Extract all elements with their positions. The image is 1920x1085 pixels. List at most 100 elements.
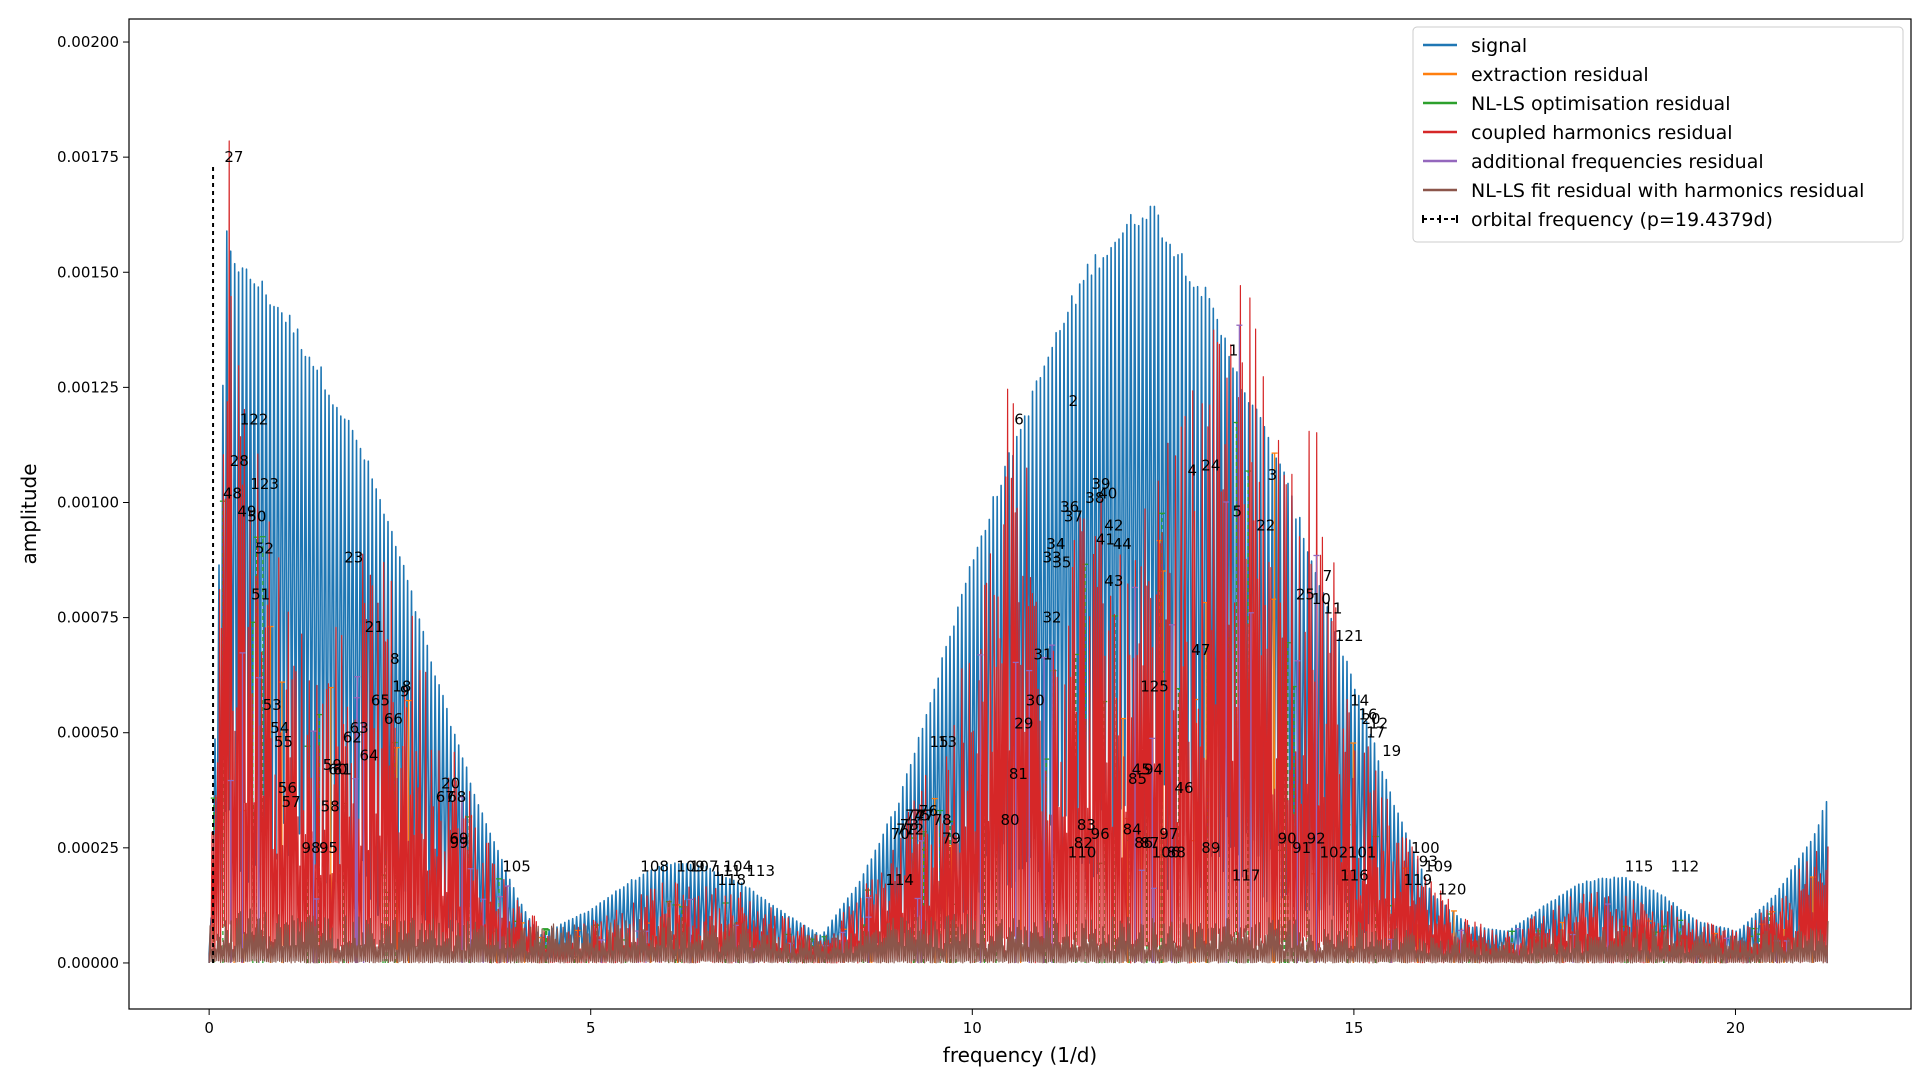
annotation-label: 51 [251,586,270,604]
annotation-label: 32 [1043,609,1062,627]
annotation-label: 58 [321,797,340,815]
annotation-label: 14 [1350,692,1369,710]
y-tick-label: 0.00050 [57,724,119,742]
legend-entry: extraction residual [1423,64,1649,86]
annotation-label: 28 [230,452,249,470]
annotation-label: 83 [1077,816,1096,834]
annotation-label: 88 [1167,843,1186,861]
annotation-label: 105 [502,857,531,875]
annotation-label: 95 [319,839,338,857]
annotation-label: 33 [1043,549,1062,567]
annotation-label: 47 [1191,641,1210,659]
annotation-label: 54 [270,719,289,737]
annotation-label: 102 [1320,843,1349,861]
annotation-label: 116 [1340,867,1369,885]
annotation-label: 119 [1404,871,1433,889]
annotation-label: 75 [911,807,930,825]
annotation-label: 19 [1382,742,1401,760]
legend-entry: NL-LS optimisation residual [1423,93,1730,115]
legend-label: extraction residual [1471,64,1649,86]
x-tick-label: 5 [586,1019,596,1037]
annotation-label: 17 [1366,724,1385,742]
annotation-label: 62 [343,728,362,746]
legend-entry: coupled harmonics residual [1423,122,1733,144]
x-axis-ticks: 0 5 10 15 20 [204,1009,1745,1037]
annotation-label: 36 [1060,498,1079,516]
annotation-label: 48 [223,484,242,502]
annotation-label: 115 [1625,857,1654,875]
annotation-label: 86 [1134,834,1153,852]
plot-frame [128,18,1912,1010]
annotation-label: 93 [1419,853,1438,871]
annotation-label: 99 [450,834,469,852]
annotation-label: 113 [746,862,775,880]
annotation-label: 77 [915,807,934,825]
annotation-label: 27 [224,148,243,166]
annotation-label: 31 [1033,645,1052,663]
y-tick-label: 0.00025 [57,839,119,857]
annotation-label: 100 [1411,839,1440,857]
annotation-label: 104 [724,857,753,875]
legend-entry: signal [1423,35,1527,57]
annotation-label: 69 [450,830,469,848]
annotation-label: 63 [350,719,369,737]
annotation-label: 45 [1132,761,1151,779]
annotation-label: 37 [1064,507,1083,525]
annotation-layer: 2712228481234950525123218189655366635462… [223,148,1699,898]
annotation-label: 84 [1123,820,1142,838]
annotation-label: 15 [930,733,949,751]
annotation-label: 29 [1014,715,1033,733]
annotation-label: 85 [1128,770,1147,788]
annotation-label: 90 [1278,830,1297,848]
annotation-label: 38 [1085,489,1104,507]
annotation-label: 110 [1068,843,1097,861]
annotation-label: 112 [1671,857,1700,875]
annotation-label: 9 [400,682,410,700]
annotation-label: 24 [1201,457,1220,475]
annotation-label: 10 [1312,590,1331,608]
annotation-label: 11 [1323,599,1342,617]
annotation-label: 96 [1091,825,1110,843]
legend: signal extraction residual NL-LS optimisat… [1412,26,1904,243]
annotation-label: 65 [371,692,390,710]
annotation-label: 44 [1113,535,1132,553]
annotation-label: 43 [1104,572,1123,590]
y-tick-label: 0.00150 [57,263,119,281]
annotation-label: 67 [436,788,455,806]
legend-label: NL-LS optimisation residual [1471,93,1730,115]
annotation-label: 123 [250,475,279,493]
x-tick-label: 0 [204,1019,214,1037]
annotation-label: 53 [263,696,282,714]
annotation-label: 8 [390,650,400,668]
annotation-label: 49 [237,503,256,521]
x-tick-label: 10 [963,1019,982,1037]
annotation-label: 92 [1307,830,1326,848]
y-tick-label: 0.00075 [57,609,119,627]
annotation-label: 106 [1152,843,1181,861]
legend-entry: additional frequencies residual [1423,151,1764,173]
annotation-label: 55 [274,733,293,751]
legend-label: signal [1471,35,1527,57]
x-tick-label: 20 [1726,1019,1745,1037]
annotation-label: 4 [1188,461,1198,479]
annotation-label: 13 [938,733,957,751]
legend-label: additional frequencies residual [1471,151,1764,173]
x-axis-label: frequency (1/d) [943,1043,1097,1067]
annotation-label: 18 [392,678,411,696]
annotation-label: 35 [1052,553,1071,571]
annotation-label: 3 [1268,466,1278,484]
annotation-label: 41 [1096,530,1115,548]
y-axis-ticks: 0.00000 0.00025 0.00050 0.00075 0.00100 0.001… [57,33,129,972]
annotation-label: 109 [1424,857,1453,875]
annotation-label: 59 [323,756,342,774]
annotation-label: 74 [905,807,924,825]
annotation-label: 25 [1296,586,1315,604]
annotation-label: 68 [447,788,466,806]
annotation-label: 66 [384,710,403,728]
annotation-label: 23 [344,549,363,567]
y-tick-label: 0.00000 [57,954,119,972]
annotation-label: 2 [1069,392,1079,410]
annotation-label: 40 [1098,484,1117,502]
